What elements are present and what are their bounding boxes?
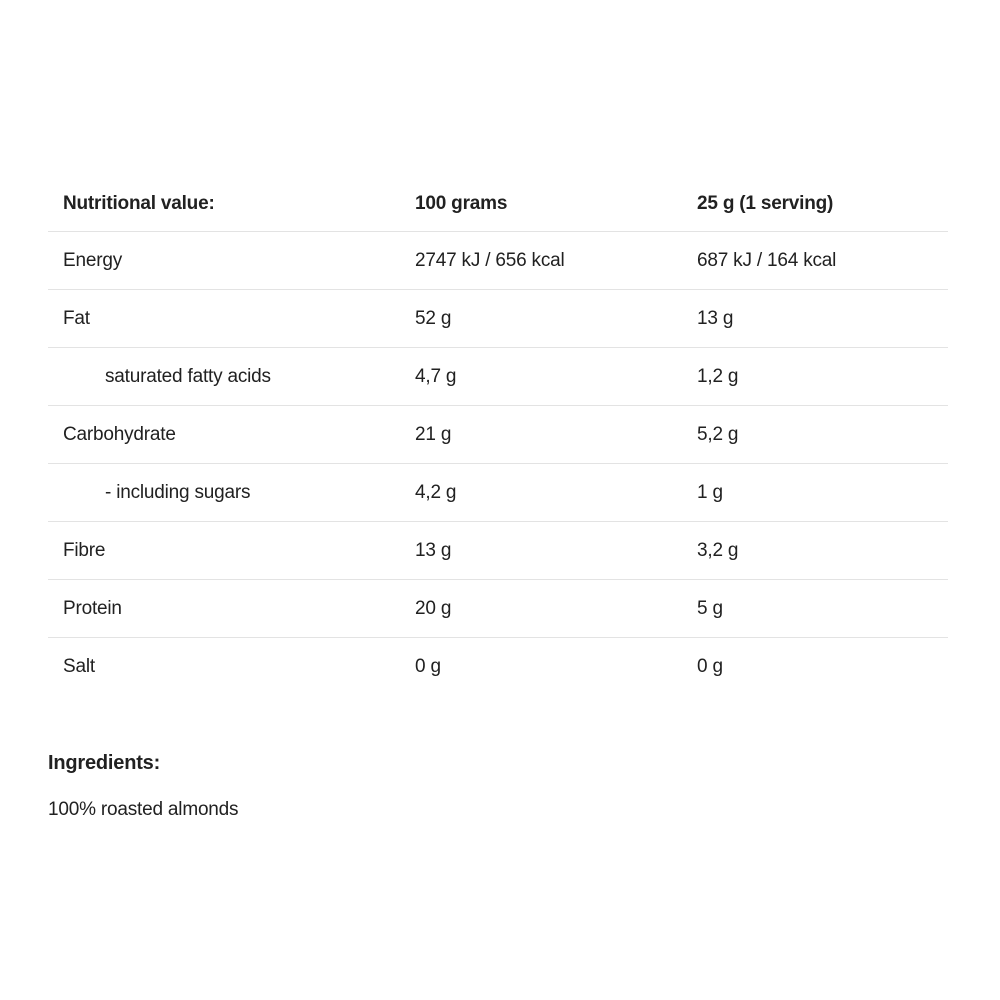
product-details-section: Nutritional value: 100 grams 25 g (1 ser… bbox=[48, 176, 948, 821]
value-per-serving: 5,2 g bbox=[697, 423, 739, 445]
table-row-energy: Energy 2747 kJ / 656 kcal 687 kJ / 164 k… bbox=[48, 232, 948, 290]
value-per-serving: 1,2 g bbox=[697, 365, 739, 387]
value-per-100g: 13 g bbox=[415, 539, 452, 561]
nutrition-table-header-per-100g: 100 grams bbox=[415, 192, 508, 214]
table-row-fat: Fat 52 g 13 g bbox=[48, 290, 948, 348]
nutrient-label: Fat bbox=[63, 307, 90, 329]
nutrient-label: - including sugars bbox=[105, 481, 251, 503]
value-per-100g: 2747 kJ / 656 kcal bbox=[415, 249, 565, 271]
nutrient-label: Salt bbox=[63, 655, 95, 677]
nutrition-table-header-label: Nutritional value: bbox=[63, 192, 215, 214]
value-per-serving: 13 g bbox=[697, 307, 734, 329]
table-row-salt: Salt 0 g 0 g bbox=[48, 638, 948, 695]
value-per-100g: 20 g bbox=[415, 597, 452, 619]
ingredients-text: 100% roasted almonds bbox=[48, 799, 239, 820]
table-row-saturated-fatty-acids: saturated fatty acids 4,7 g 1,2 g bbox=[48, 348, 948, 406]
value-per-100g: 0 g bbox=[415, 655, 441, 677]
value-per-serving: 3,2 g bbox=[697, 539, 739, 561]
table-row-fibre: Fibre 13 g 3,2 g bbox=[48, 522, 948, 580]
table-row-carbohydrate: Carbohydrate 21 g 5,2 g bbox=[48, 406, 948, 464]
nutrient-label: Carbohydrate bbox=[63, 423, 176, 445]
value-per-100g: 52 g bbox=[415, 307, 452, 329]
nutrient-label: saturated fatty acids bbox=[105, 365, 271, 387]
nutrient-label: Protein bbox=[63, 597, 122, 619]
value-per-serving: 687 kJ / 164 kcal bbox=[697, 249, 837, 271]
value-per-serving: 5 g bbox=[697, 597, 723, 619]
nutrition-table-header-per-serving: 25 g (1 serving) bbox=[697, 192, 834, 214]
value-per-100g: 4,7 g bbox=[415, 365, 457, 387]
table-row-including-sugars: - including sugars 4,2 g 1 g bbox=[48, 464, 948, 522]
value-per-100g: 4,2 g bbox=[415, 481, 457, 503]
nutrition-table-header-row: Nutritional value: 100 grams 25 g (1 ser… bbox=[48, 176, 948, 232]
nutrient-label: Fibre bbox=[63, 539, 106, 561]
ingredients-section: Ingredients: 100% roasted almonds bbox=[48, 751, 948, 821]
ingredients-heading: Ingredients: bbox=[48, 752, 161, 774]
table-row-protein: Protein 20 g 5 g bbox=[48, 580, 948, 638]
value-per-serving: 0 g bbox=[697, 655, 723, 677]
nutrient-label: Energy bbox=[63, 249, 123, 271]
value-per-100g: 21 g bbox=[415, 423, 452, 445]
nutrition-table: Nutritional value: 100 grams 25 g (1 ser… bbox=[48, 176, 948, 695]
value-per-serving: 1 g bbox=[697, 481, 723, 503]
